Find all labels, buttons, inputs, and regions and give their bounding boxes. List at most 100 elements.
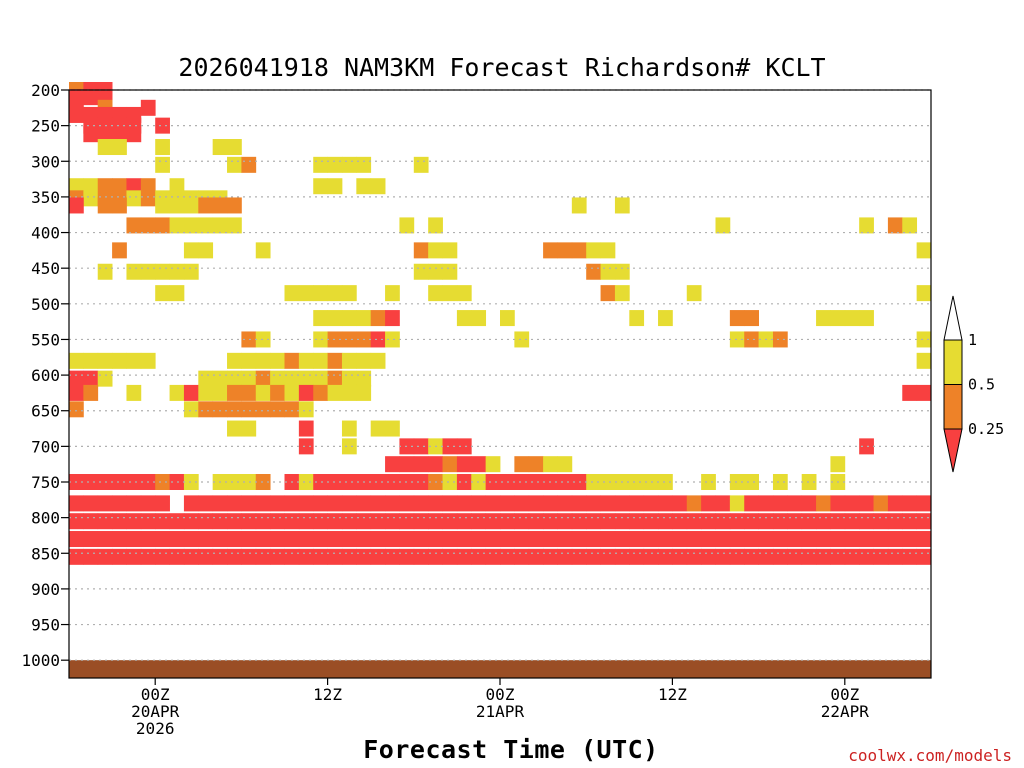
ri-cell-low	[97, 126, 113, 143]
ri-cell-low	[600, 513, 616, 530]
ri-cell-mid	[729, 310, 745, 327]
ri-cell-high	[341, 384, 357, 401]
ri-cell-high	[614, 263, 630, 280]
ri-cell-high	[341, 352, 357, 369]
ri-cell-low	[69, 495, 84, 512]
ri-cell-high	[916, 331, 932, 348]
ri-cell-mid	[126, 217, 142, 234]
ri-cell-mid	[83, 384, 99, 401]
ri-cell-high	[859, 217, 874, 234]
ri-cell-low	[701, 495, 716, 512]
ri-cell-low	[456, 438, 472, 455]
ri-cell-low	[112, 513, 127, 530]
ri-cell-low	[658, 531, 673, 548]
ri-cell-low	[887, 531, 903, 548]
ri-cell-low	[212, 548, 228, 565]
ri-cell-high	[916, 242, 932, 259]
ri-cell-low	[686, 513, 702, 530]
ri-cell-high	[341, 156, 357, 173]
ri-cell-low	[169, 548, 185, 565]
ri-cell-low	[715, 548, 731, 565]
ri-cell-low	[313, 495, 328, 512]
ri-cell-low	[198, 495, 214, 512]
ri-cell-low	[69, 370, 84, 387]
ri-cell-high	[126, 190, 142, 207]
ri-cell-high	[241, 352, 257, 369]
ri-cell-low	[370, 474, 386, 490]
ri-cell-low	[701, 548, 716, 565]
ri-cell-low	[341, 513, 357, 530]
ri-cell-low	[327, 513, 343, 530]
ri-cell-high	[140, 263, 156, 280]
ri-cell-low	[313, 548, 328, 565]
chart-title: 2026041918 NAM3KM Forecast Richardson# K…	[178, 53, 825, 82]
ri-cell-low	[169, 531, 185, 548]
ri-cell-low	[772, 548, 788, 565]
ri-cell-high	[629, 474, 645, 490]
ri-cell-high	[313, 370, 328, 387]
ri-cell-mid	[327, 370, 343, 387]
ri-cell-high	[370, 420, 386, 437]
ri-cell-low	[801, 495, 817, 512]
ri-cell-low	[212, 531, 228, 548]
ri-cell-low	[830, 495, 846, 512]
x-tick-label: 21APR	[476, 702, 525, 721]
ri-cell-high	[227, 139, 242, 156]
x-axis-label: Forecast Time (UTC)	[363, 735, 658, 764]
ri-cell-low	[859, 438, 874, 455]
y-tick-label: 250	[31, 117, 60, 136]
ri-cell-low	[227, 548, 242, 565]
ri-cell-mid	[255, 401, 271, 418]
ri-cell-low	[313, 513, 328, 530]
ri-cell-high	[500, 310, 515, 327]
ri-cell-low	[428, 513, 443, 530]
ri-cell-high	[600, 474, 616, 490]
ri-cell-low	[83, 89, 99, 106]
ri-cell-low	[370, 513, 386, 530]
ri-cell-low	[284, 548, 300, 565]
ri-cell-low	[643, 495, 659, 512]
ri-cell-low	[327, 495, 343, 512]
ri-cell-low	[614, 531, 630, 548]
ri-cell-low	[126, 548, 142, 565]
ri-cell-low	[227, 495, 242, 512]
ri-cell-low	[456, 531, 472, 548]
y-tick-label: 400	[31, 224, 60, 243]
ri-cell-low	[514, 513, 530, 530]
ri-cell-low	[658, 548, 673, 565]
ri-cell-mid	[873, 495, 889, 512]
ri-cell-low	[744, 531, 759, 548]
ri-cell-high	[298, 285, 314, 302]
ri-cell-low	[787, 495, 803, 512]
ri-cell-mid	[140, 178, 156, 195]
ri-cell-low	[902, 513, 918, 530]
ri-cell-high	[83, 190, 99, 207]
ri-cell-high	[227, 420, 242, 437]
ri-cell-low	[686, 548, 702, 565]
ri-cell-low	[97, 513, 113, 530]
ri-cell-low	[97, 548, 113, 565]
ri-cell-mid	[341, 331, 357, 348]
ri-cell-high	[356, 156, 372, 173]
ri-cell-high	[543, 456, 558, 473]
ri-cell-low	[385, 531, 400, 548]
ri-cell-low	[902, 495, 918, 512]
ri-cell-high	[442, 242, 458, 259]
ri-cell-high	[341, 310, 357, 327]
ri-cell-low	[859, 495, 874, 512]
ri-cell-low	[758, 531, 774, 548]
x-tick-label: 12Z	[313, 685, 342, 704]
colorbar-legend: 1 0.5 0.25	[943, 295, 1004, 473]
ri-cell-low	[140, 495, 156, 512]
ri-cell-low	[629, 548, 645, 565]
ri-cell-low	[902, 548, 918, 565]
ri-cell-high	[557, 456, 573, 473]
ri-cell-low	[873, 513, 889, 530]
ri-cell-low	[772, 513, 788, 530]
ri-cell-mid	[97, 178, 113, 195]
ri-cell-low	[385, 495, 400, 512]
ri-cell-mid	[600, 285, 616, 302]
ri-cell-low	[83, 370, 99, 387]
ri-cell-high	[399, 217, 415, 234]
ri-cell-low	[816, 513, 831, 530]
